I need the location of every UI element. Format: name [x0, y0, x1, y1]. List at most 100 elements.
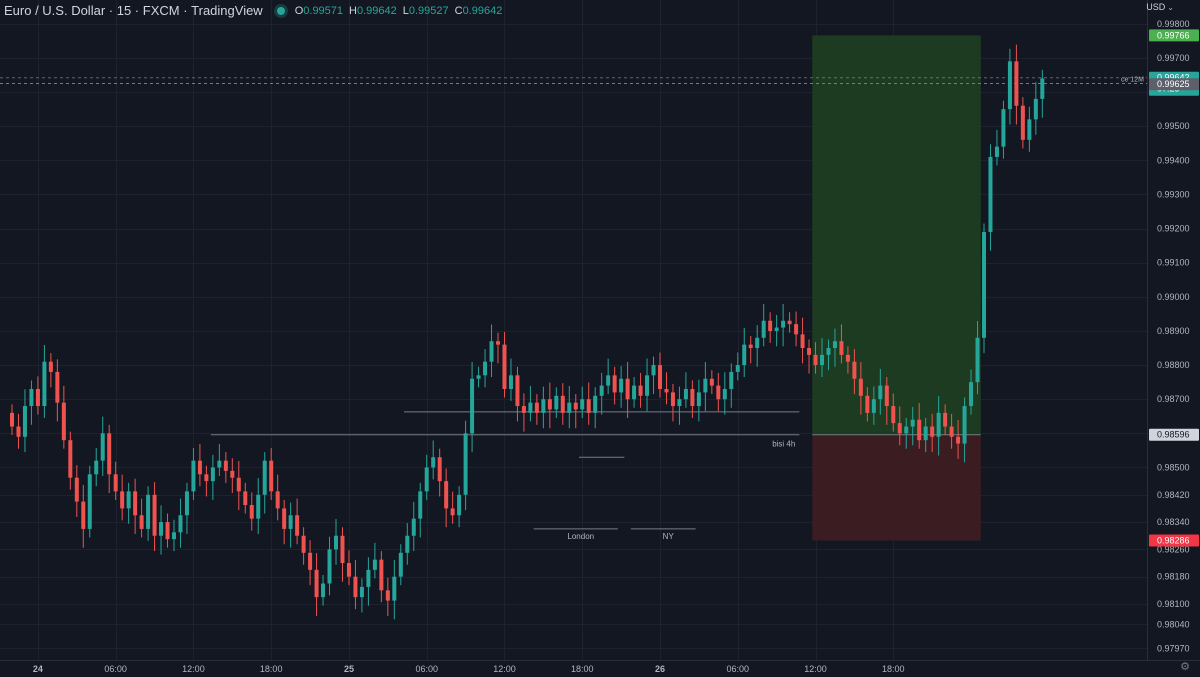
candle-body	[969, 382, 974, 407]
candle-body	[800, 334, 805, 349]
candle-body	[353, 576, 358, 598]
candle-body	[638, 385, 643, 396]
candle-body	[197, 460, 202, 475]
price-axis-tick: 0.98180	[1157, 572, 1190, 582]
candle-body	[962, 406, 967, 444]
price-tag-target-bg	[1149, 29, 1199, 42]
price-axis-tick: 0.97970	[1157, 643, 1190, 653]
candle-body	[74, 477, 79, 502]
candle-body	[22, 406, 27, 437]
candle-body	[502, 344, 507, 389]
candle-body	[839, 341, 844, 355]
candle-body	[567, 402, 572, 413]
candle-body	[664, 388, 669, 393]
candle-body	[334, 535, 338, 550]
candle-body	[703, 378, 708, 393]
candle-body	[29, 388, 34, 407]
candle-body	[696, 392, 701, 407]
candle-body	[884, 385, 889, 407]
candle-body	[372, 559, 377, 570]
candle-body	[275, 491, 280, 509]
symbol-title[interactable]: Euro / U.S. Dollar	[4, 3, 106, 18]
candle-body	[340, 535, 345, 564]
price-axis-tick: 0.98420	[1157, 490, 1190, 500]
price-axis-tick: 0.99700	[1157, 53, 1190, 63]
candle-body	[852, 361, 857, 379]
candle-body	[735, 365, 740, 372]
time-axis-tick: 06:00	[104, 664, 127, 674]
candle-body	[295, 515, 300, 536]
low-key: L	[402, 4, 409, 17]
candle-body	[878, 385, 883, 400]
candle-body	[42, 361, 47, 407]
provider-label: TradingView	[191, 3, 263, 18]
candle-body	[165, 522, 170, 540]
candle-body	[612, 375, 617, 393]
candle-body	[444, 481, 449, 509]
position-target-zone	[812, 35, 981, 435]
candle-body	[1007, 61, 1012, 110]
candle-body	[975, 337, 980, 383]
chart-legend: Euro / U.S. Dollar · 15 · FXCM · Trading…	[4, 3, 503, 18]
candle-body	[230, 470, 235, 478]
price-axis-tick: 0.98700	[1157, 394, 1190, 404]
price-tag-entry: 0.98596	[1157, 430, 1190, 440]
candle-body	[359, 586, 364, 598]
candle-body	[1040, 78, 1045, 99]
candle-body	[716, 385, 721, 400]
candle-body	[787, 320, 792, 325]
candle-body	[457, 494, 462, 516]
candle-body	[573, 402, 578, 410]
candle-body	[547, 399, 552, 410]
price-axis-tick: 0.98800	[1157, 360, 1190, 370]
time-axis-tick: 12:00	[804, 664, 827, 674]
candle-body	[677, 399, 682, 407]
market-status-icon[interactable]	[276, 6, 285, 15]
candle-body	[1014, 61, 1019, 106]
high-key: H	[349, 4, 357, 17]
interval-label[interactable]: 15	[116, 3, 132, 18]
candle-body	[1027, 119, 1032, 140]
session-label-ny: NY	[663, 532, 675, 541]
candle-body	[580, 399, 585, 410]
candle-body	[100, 433, 105, 461]
gear-icon[interactable]: ⚙	[1180, 661, 1190, 673]
price-tag-target: 0.99766	[1157, 30, 1190, 40]
candle-body	[917, 419, 922, 441]
candle-body	[398, 552, 403, 577]
candle-body	[113, 474, 118, 492]
candle-body	[146, 494, 151, 529]
high-value: 0.99642	[356, 4, 397, 17]
candle-body	[210, 467, 215, 482]
candle-body	[956, 436, 961, 444]
candle-body	[269, 460, 274, 492]
candle-body	[994, 146, 999, 157]
price-tag-stop: 0.98286	[1157, 536, 1190, 546]
candle-body	[463, 433, 468, 495]
candle-body	[865, 395, 870, 413]
candle-body	[301, 535, 306, 553]
candle-body	[930, 426, 935, 437]
exchange-label: FXCM	[142, 3, 180, 18]
price-axis-tick: 0.98100	[1157, 599, 1190, 609]
time-axis-tick: 12:00	[493, 664, 516, 674]
time-axis-tick: 26	[655, 664, 665, 674]
candle-body	[599, 385, 604, 396]
candle-body	[988, 156, 993, 232]
candle-body	[470, 378, 475, 434]
candle-body	[411, 518, 416, 536]
candle-body	[159, 522, 164, 536]
price-tag-current: 0.99642	[1157, 73, 1190, 83]
candle-body	[346, 563, 351, 577]
candle-body	[476, 375, 481, 379]
price-axis-tick: 0.98900	[1157, 326, 1190, 336]
candle-body	[288, 515, 293, 529]
candle-body	[243, 491, 248, 506]
candle-body	[904, 426, 909, 434]
candle-body	[483, 361, 488, 376]
candle-body	[632, 385, 637, 400]
currency-menu[interactable]: USD ⌄	[1146, 2, 1174, 12]
time-axis-tick: 06:00	[726, 664, 749, 674]
